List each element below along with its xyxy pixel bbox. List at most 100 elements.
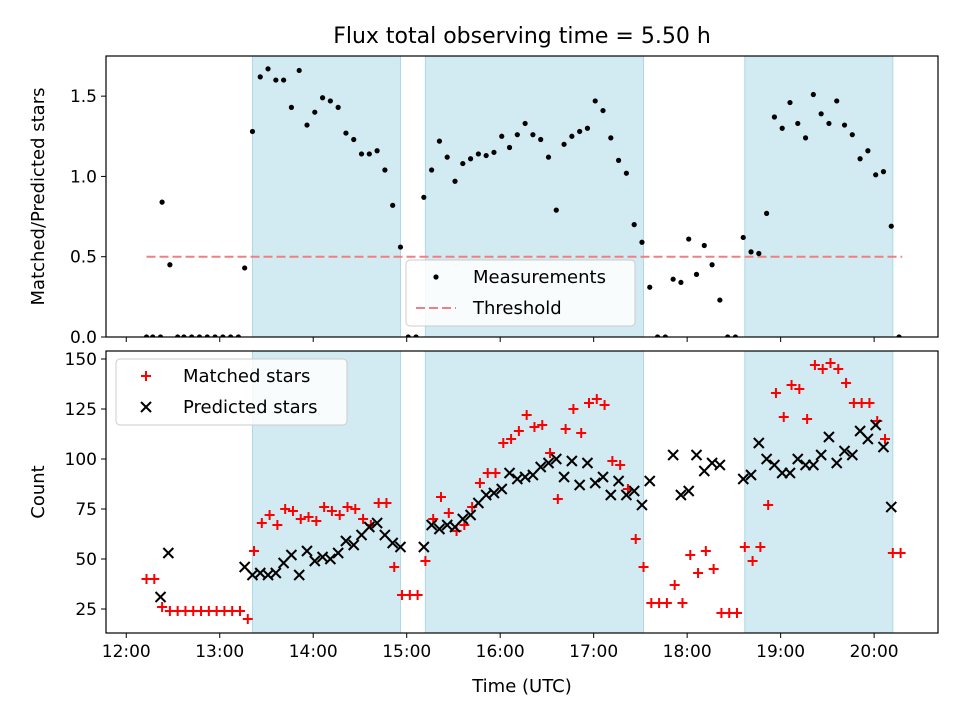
x-tick-label: 20:00 bbox=[850, 642, 899, 662]
plot-area bbox=[143, 66, 903, 337]
measurement-point bbox=[343, 130, 349, 136]
measurement-point bbox=[810, 91, 816, 98]
matched-star-point bbox=[264, 510, 275, 520]
y-tick-label: 100 bbox=[65, 450, 97, 470]
predicted-star-point bbox=[301, 545, 313, 557]
predicted-star-point bbox=[496, 483, 508, 495]
panel-count: 25 50 75 100 125 150 12:00 13:00 14:00 15:00 16:00… bbox=[28, 350, 939, 662]
predicted-star-point bbox=[745, 469, 757, 481]
measurement-point bbox=[639, 239, 645, 245]
predicted-star-point bbox=[371, 517, 383, 529]
measurement-point bbox=[538, 136, 544, 143]
x-axis-label: Time (UTC) bbox=[471, 676, 572, 697]
matched-star-point bbox=[770, 388, 781, 398]
matched-star-point bbox=[295, 514, 306, 524]
matched-star-point bbox=[568, 404, 579, 414]
x-tick-label: 16:00 bbox=[476, 642, 525, 662]
predicted-star-point bbox=[792, 453, 804, 465]
measurement-point bbox=[366, 151, 372, 157]
observing-window-2 bbox=[424, 350, 645, 634]
predicted-star-point bbox=[612, 475, 625, 487]
predicted-star-point bbox=[589, 477, 601, 489]
predicted-star-point bbox=[433, 523, 446, 535]
predicted-star-point bbox=[714, 459, 726, 471]
measurement-point bbox=[670, 276, 676, 282]
measurement-point bbox=[242, 265, 248, 271]
y-tick-label: 0.5 bbox=[70, 248, 97, 268]
predicted-star-point bbox=[309, 555, 321, 567]
measurement-point bbox=[491, 149, 497, 155]
measurement-point bbox=[709, 262, 715, 268]
matched-star-point bbox=[747, 556, 758, 566]
matched-star-point bbox=[311, 516, 322, 526]
matched-star-point bbox=[303, 512, 314, 522]
measurement-point bbox=[522, 120, 528, 127]
measurement-point bbox=[631, 222, 637, 228]
matched-star-point bbox=[474, 478, 485, 488]
matched-star-point bbox=[802, 414, 813, 424]
predicted-star-point bbox=[285, 549, 298, 561]
predicted-star-point bbox=[293, 569, 305, 581]
measurement-point bbox=[577, 128, 583, 135]
predicted-star-point bbox=[628, 485, 640, 497]
measurement-point bbox=[506, 144, 513, 151]
matched-star-point bbox=[420, 556, 431, 566]
measurement-point bbox=[150, 334, 156, 337]
predicted-star-point bbox=[154, 591, 167, 603]
panel-ratio: 0.0 0.5 1.0 1.5 Matched/Predicted stars Measu… bbox=[28, 55, 939, 348]
measurement-point bbox=[296, 67, 302, 74]
matched-star-point bbox=[272, 520, 283, 530]
matched-star-point bbox=[490, 468, 501, 478]
measurement-point bbox=[873, 172, 879, 178]
measurement-point bbox=[880, 169, 887, 175]
matched-star-point bbox=[242, 614, 253, 624]
measurement-point bbox=[849, 132, 855, 138]
predicted-star-point bbox=[869, 419, 882, 431]
measurement-point bbox=[189, 334, 195, 337]
measurement-point bbox=[748, 249, 754, 255]
matched-star-point bbox=[443, 508, 454, 518]
legend: Matched stars Predicted stars bbox=[115, 358, 348, 426]
measurement-point bbox=[693, 271, 700, 277]
measurement-point bbox=[553, 207, 559, 213]
measurement-point bbox=[834, 98, 840, 104]
matched-star-point bbox=[513, 426, 524, 436]
matched-star-point bbox=[342, 502, 353, 512]
matched-star-point bbox=[895, 548, 906, 558]
legend-box bbox=[405, 259, 636, 327]
predicted-star-point bbox=[644, 475, 656, 487]
measurement-point bbox=[717, 297, 723, 303]
measurement-point bbox=[249, 128, 256, 135]
measurement-point bbox=[460, 160, 466, 167]
axes-frame bbox=[105, 55, 939, 338]
measurement-point bbox=[732, 334, 739, 337]
measurement-point bbox=[888, 223, 894, 229]
y-tick-label: 75 bbox=[75, 500, 97, 520]
predicted-star-point bbox=[784, 467, 796, 479]
measurement-point bbox=[175, 334, 181, 337]
predicted-star-point bbox=[386, 537, 399, 549]
matched-star-point bbox=[817, 364, 828, 374]
matched-star-point bbox=[381, 498, 392, 508]
measurement-point bbox=[499, 133, 505, 139]
predicted-star-point bbox=[815, 449, 827, 461]
y-tick-label: 1.0 bbox=[70, 167, 97, 187]
measurement-point bbox=[319, 95, 326, 101]
measurement-point bbox=[483, 152, 489, 159]
matched-star-point bbox=[825, 358, 836, 368]
measurement-point bbox=[397, 244, 404, 250]
predicted-star-point bbox=[831, 457, 843, 469]
predicted-star-point bbox=[464, 509, 477, 521]
measurement-point bbox=[327, 98, 333, 104]
measurement-point bbox=[374, 148, 380, 154]
predicted-star-point bbox=[581, 457, 594, 469]
measurement-point bbox=[545, 154, 552, 160]
y-axis-label: Matched/Predicted stars bbox=[28, 88, 49, 306]
matched-star-point bbox=[350, 504, 361, 514]
matched-star-point bbox=[358, 514, 369, 524]
measurement-point bbox=[678, 279, 684, 286]
matched-star-point bbox=[389, 562, 400, 572]
matched-star-point bbox=[864, 398, 875, 408]
measurement-point bbox=[647, 284, 653, 290]
matched-star-point bbox=[669, 580, 680, 590]
